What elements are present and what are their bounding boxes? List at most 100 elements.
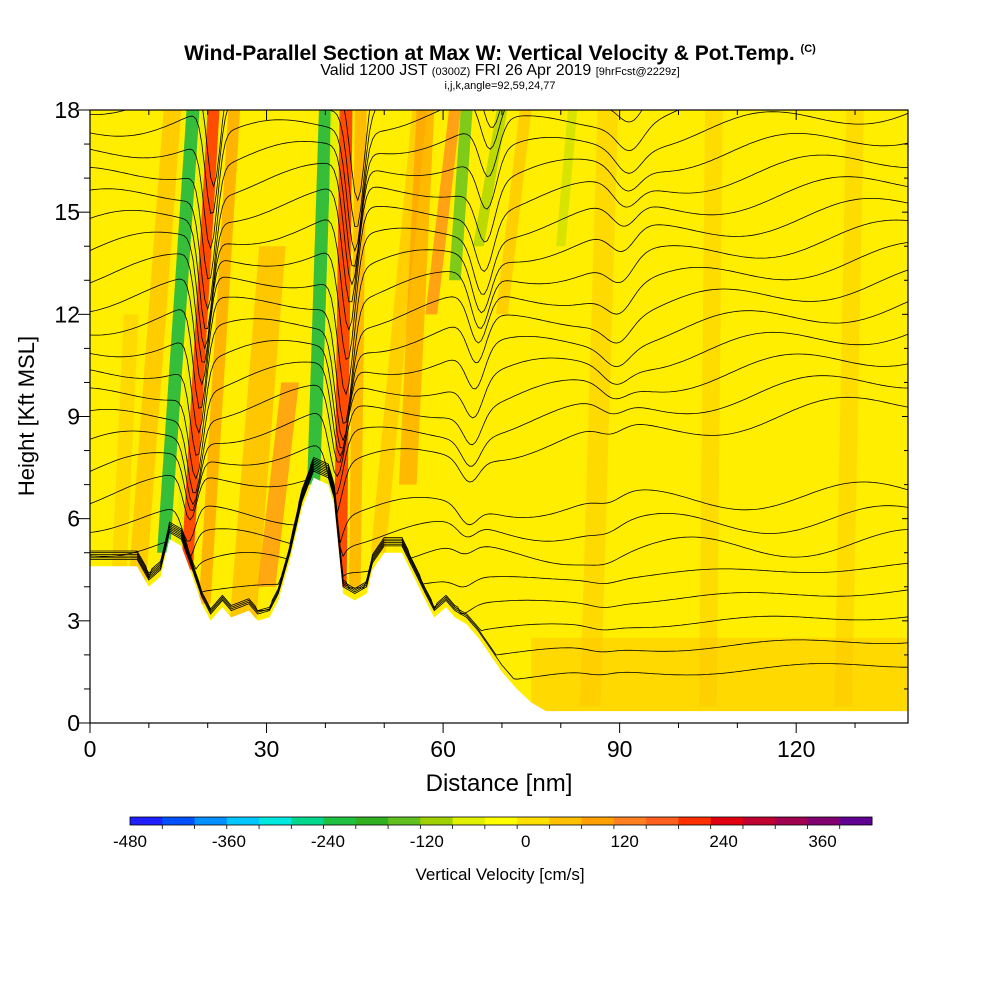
colorbar-label--120: -120 [410,832,444,851]
isentrope-7 [90,460,908,560]
velocity-band-1 [128,110,182,587]
plot-area [89,109,909,724]
colorbar-swatch-17 [646,817,679,825]
colorbar-swatch-18 [678,817,712,825]
x-tick-label-30: 30 [254,736,280,762]
colorbar-label-360: 360 [808,832,836,851]
velocity-band-2 [157,110,200,553]
velocity-band-18 [556,110,578,247]
valid-utc: (0300Z) [431,66,471,78]
colorbar-swatch-23 [839,817,873,825]
velocity-band-17 [496,110,532,315]
y-tick-label-9: 9 [67,404,80,430]
colorbar-frame [129,816,873,826]
isentrope-20 [90,133,908,330]
colorbar-swatch-4 [226,817,260,825]
velocity-band-3 [174,110,209,553]
velocity-band-10 [333,110,353,587]
velocity-band-14 [425,110,461,315]
isentrope-22 [90,110,680,280]
y-tick-label-3: 3 [67,608,80,634]
isentrope-12 [90,331,908,494]
isentrope-9 [90,396,908,521]
isentrope-11 [90,353,908,506]
colorbar-label: Vertical Velocity [cm/s] [415,865,584,884]
isentrope-14 [90,269,908,456]
colorbar-swatch-19 [710,817,744,825]
isentrope-24 [90,110,501,228]
grid-indices: i,j,k,angle=92,59,24,77 [444,80,556,92]
colorbar-label-240: 240 [709,832,737,851]
colorbar-swatch-16 [613,817,647,825]
colorbar-label--240: -240 [311,832,345,851]
colorbar-swatch-1 [130,817,163,825]
isentrope-4 [90,465,908,615]
colorbar-swatch-21 [775,817,808,825]
colorbar-swatch-8 [355,817,389,825]
colorbar-label--480: -480 [113,832,147,851]
axes: 0 30 60 90 120 0 3 6 9 12 15 18 [54,97,908,762]
colorbar-swatch-15 [581,817,615,825]
x-axis-label: Distance [nm] [426,770,573,797]
chart-title-main: Wind-Parallel Section at Max W: Vertical… [184,42,795,65]
velocity-band-22 [112,314,139,567]
colorbar-swatch-2 [162,817,196,825]
isentrope-13 [90,301,908,480]
colorbar-label-0: 0 [521,832,530,851]
colorbar-swatch-6 [291,817,325,825]
y-tick-label-0: 0 [67,710,80,736]
x-tick-label-0: 0 [84,736,97,762]
x-tick-label-90: 90 [607,736,633,762]
isentrope-19 [90,154,908,350]
colorbar-swatch-12 [484,817,518,825]
isentrope-23 [90,110,643,253]
velocity-band-16 [473,110,508,247]
velocity-band-20 [699,110,723,706]
chart-subtitle: Valid 1200 JST (0300Z) FRI 26 Apr 2019 [… [0,63,1000,80]
vertical-velocity-field [112,110,908,723]
colorbar-swatch-5 [259,817,292,825]
y-tick-label-18: 18 [54,97,80,123]
velocity-band-8 [307,110,332,485]
colorbar-label-120: 120 [611,832,639,851]
isentrope-contours [90,110,908,680]
colorbar-swatch-14 [549,817,583,825]
isentrope-2 [90,468,908,656]
terrain-mask [90,477,908,723]
velocity-band-15 [448,110,473,281]
x-tick-label-60: 60 [430,736,456,762]
y-axis-label: Height [Kft MSL] [14,336,39,496]
isentrope-17 [90,198,908,396]
velocity-band-6 [229,246,286,621]
isentrope-6 [90,461,908,580]
x-tick-label-120: 120 [777,736,815,762]
valid-date: FRI 26 Apr 2019 [474,62,592,79]
colorbar-swatch-22 [807,817,841,825]
valid-time: Valid 1200 JST [320,62,428,79]
isentrope-18 [90,176,908,363]
isentrope-15 [90,242,908,442]
isentrope-3 [90,467,908,632]
isentrope-21 [90,111,908,311]
y-tick-label-15: 15 [54,199,80,225]
y-tick-label-6: 6 [67,506,80,532]
chart-title: Wind-Parallel Section at Max W: Vertical… [0,36,1000,67]
colorbar-swatch-13 [517,817,550,825]
isentrope-1 [90,470,908,680]
isentrope-5 [90,463,908,593]
velocity-band-4 [181,110,220,570]
copyright-mark: (C) [800,43,816,55]
colorbar-swatch-11 [452,817,486,825]
isentrope-8 [90,458,908,544]
velocity-band-11 [348,110,367,587]
low-level-band [531,637,908,723]
isentrope-10 [90,375,908,511]
velocity-band-7 [257,382,299,587]
colorbar-swatch-20 [742,817,776,825]
colorbar-swatch-9 [388,817,421,825]
y-tick-label-12: 12 [54,301,80,327]
isentrope-16 [90,219,908,424]
colorbar-swatch-7 [323,817,357,825]
chart-title-block: Wind-Parallel Section at Max W: Vertical… [0,36,1000,92]
